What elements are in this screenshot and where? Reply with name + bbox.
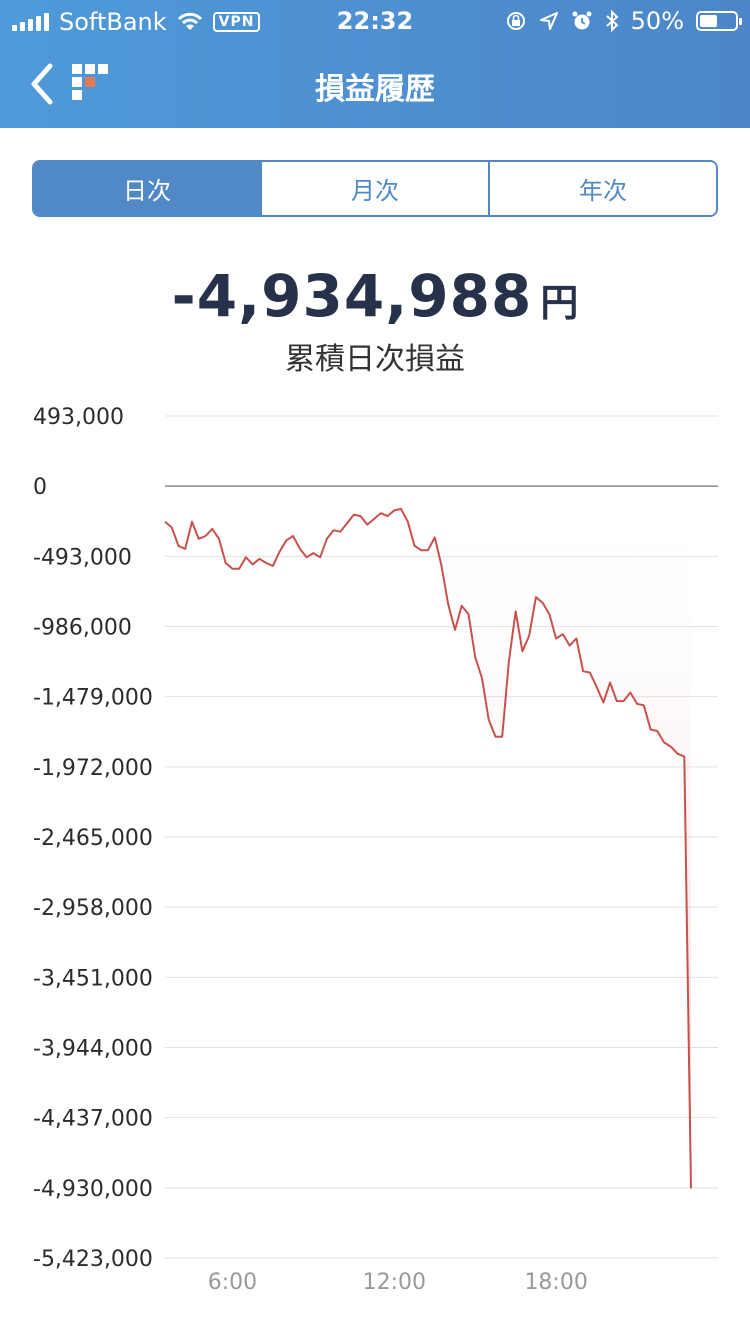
pl-line [164,507,692,1189]
y-tick-label: -4,437,000 [33,1107,153,1132]
status-bar: SoftBank VPN 22:32 [0,0,750,40]
period-segmented-control: 日次 月次 年次 [32,160,718,217]
x-tick-label: 12:00 [363,1270,426,1295]
y-tick-label: -1,972,000 [33,756,153,781]
y-tick-label: 493,000 [33,405,124,430]
total-profit-loss: -4,934,988 円 [0,262,750,330]
y-tick-label: -2,465,000 [33,826,153,851]
chevron-left-icon[interactable] [28,62,58,106]
battery-icon [696,11,742,31]
y-tick-label: -5,423,000 [33,1247,153,1272]
x-tick-label: 6:00 [208,1270,257,1295]
bluetooth-icon [605,10,619,32]
y-tick-label: -493,000 [33,545,132,570]
cumulative-pl-chart[interactable]: 493,000 0 -493,000 -986,000 -1,479,000 -1,972… [0,390,750,1330]
header: SoftBank VPN 22:32 [0,0,750,128]
tab-daily[interactable]: 日次 [34,162,260,215]
y-tick-label: -3,944,000 [33,1037,153,1062]
y-tick-label: 0 [33,475,47,500]
status-right: 50% [505,7,742,35]
currency-unit: 円 [540,281,579,325]
nav-bar: 損益履歴 [0,40,750,128]
page-title: 損益履歴 [315,72,435,107]
status-left: SoftBank VPN [12,8,261,36]
x-tick-label: 18:00 [524,1270,587,1295]
orientation-lock-icon [506,12,525,30]
app-logo-icon[interactable] [72,64,108,102]
y-tick-label: -986,000 [33,616,132,641]
y-tick-label: -4,930,000 [33,1177,153,1202]
wifi-icon [177,12,202,30]
y-tick-label: -3,451,000 [33,966,153,991]
total-amount: -4,934,988 [171,262,533,330]
carrier-label: SoftBank [59,8,167,36]
pl-area [165,486,691,1189]
battery-percent: 50% [630,7,684,35]
y-tick-label: -2,958,000 [33,896,153,921]
alarm-icon [572,11,592,30]
tab-yearly[interactable]: 年次 [488,162,716,215]
status-time: 22:32 [336,7,414,35]
y-tick-label: -1,479,000 [33,686,153,711]
total-label: 累積日次損益 [285,342,465,377]
signal-strength-icon [12,13,49,31]
tab-monthly[interactable]: 月次 [260,162,488,215]
location-icon [539,12,558,30]
vpn-badge: VPN [212,12,261,32]
